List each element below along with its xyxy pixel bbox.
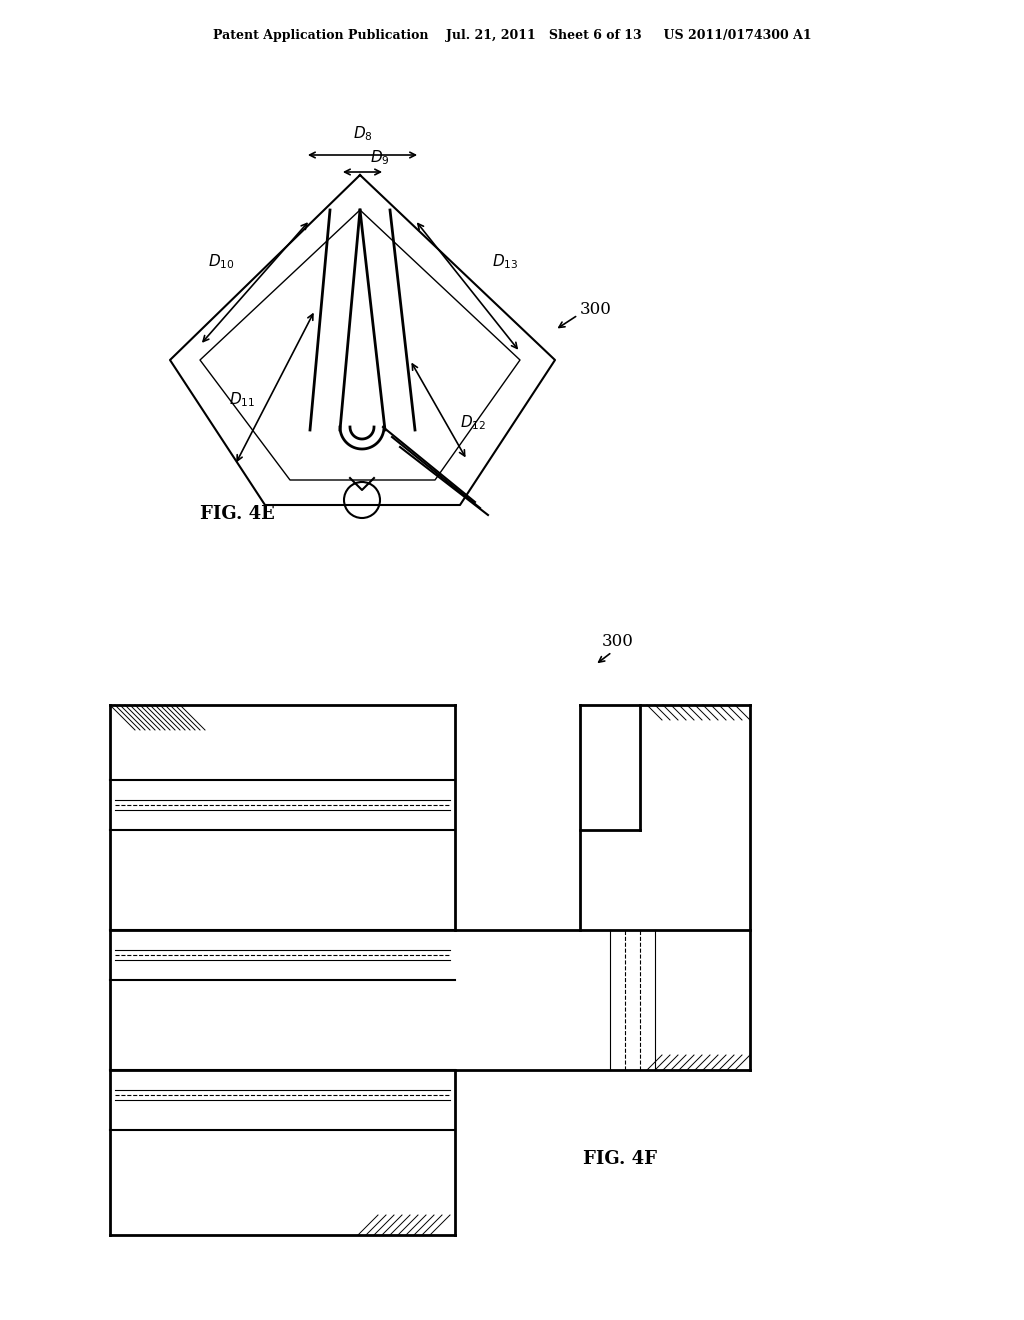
Text: 300: 300 xyxy=(602,634,634,649)
Text: Patent Application Publication    Jul. 21, 2011   Sheet 6 of 13     US 2011/0174: Patent Application Publication Jul. 21, … xyxy=(213,29,811,41)
Text: $D_{13}$: $D_{13}$ xyxy=(492,252,518,272)
Text: 300: 300 xyxy=(580,301,612,318)
Text: FIG. 4E: FIG. 4E xyxy=(200,506,274,523)
Text: $D_9$: $D_9$ xyxy=(371,148,390,168)
Text: $D_{11}$: $D_{11}$ xyxy=(228,391,255,409)
Text: FIG. 4F: FIG. 4F xyxy=(583,1150,657,1168)
Text: $D_{10}$: $D_{10}$ xyxy=(208,252,234,272)
Text: $D_8$: $D_8$ xyxy=(352,124,373,143)
Text: $D_{12}$: $D_{12}$ xyxy=(460,413,486,433)
